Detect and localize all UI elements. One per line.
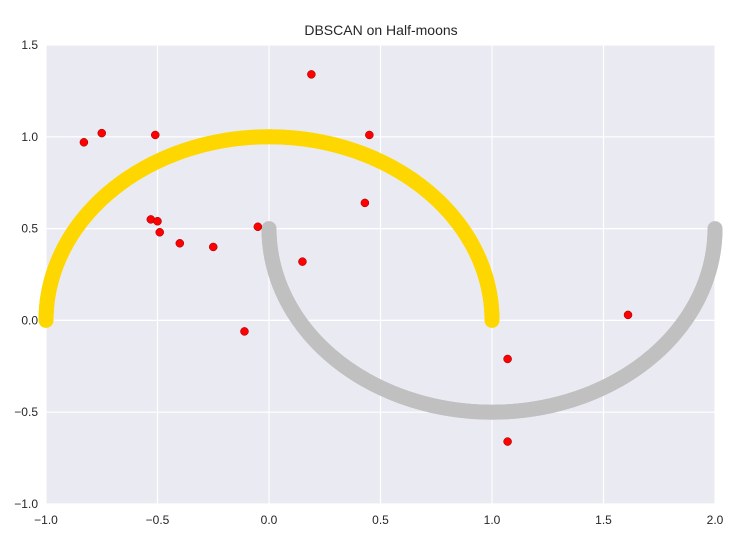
noise-point-0 xyxy=(307,70,316,79)
noise-point-9 xyxy=(175,239,185,248)
noise-point-7 xyxy=(153,217,162,226)
x-tick-label: −0.5 xyxy=(146,513,170,527)
noise-point-14 xyxy=(503,354,512,364)
y-tick-label: −1.0 xyxy=(14,497,38,511)
x-tick-label: 0.0 xyxy=(261,513,278,527)
x-tick-label: 2.0 xyxy=(707,513,724,527)
y-tick-label: 0.0 xyxy=(21,313,38,327)
noise-point-16 xyxy=(503,437,512,446)
noise-point-13 xyxy=(240,327,249,336)
noise-point-8 xyxy=(155,228,164,237)
cluster-1-point xyxy=(707,221,723,237)
x-tick-label: 1.0 xyxy=(484,513,501,527)
noise-point-4 xyxy=(365,130,374,140)
cluster-1-points xyxy=(261,221,723,420)
x-tick-label: 1.5 xyxy=(595,513,612,527)
noise-point-15 xyxy=(623,310,633,320)
x-tick-label: −1.0 xyxy=(34,513,58,527)
y-tick-label: 0.5 xyxy=(21,222,38,236)
cluster-0-points xyxy=(38,129,500,328)
x-axis-ticks: −1.0 −0.5 0.0 0.5 1.0 1.5 2.0 xyxy=(34,513,724,527)
noise-point-5 xyxy=(360,198,370,208)
cluster-points xyxy=(38,129,723,420)
chart-title: DBSCAN on Half-moons xyxy=(304,22,457,38)
noise-point-10 xyxy=(209,242,218,252)
noise-points xyxy=(79,70,633,446)
y-axis-ticks: −1.0 −0.5 0.0 0.5 1.0 1.5 xyxy=(14,38,38,511)
noise-point-12 xyxy=(298,257,307,266)
y-tick-label: −0.5 xyxy=(14,405,38,419)
noise-point-3 xyxy=(151,130,160,140)
y-tick-label: 1.0 xyxy=(21,130,38,144)
noise-point-11 xyxy=(253,222,263,232)
y-tick-label: 1.5 xyxy=(21,38,38,52)
cluster-0-point xyxy=(38,312,54,328)
noise-point-2 xyxy=(79,138,89,147)
x-tick-label: 0.5 xyxy=(372,513,389,527)
noise-point-1 xyxy=(97,128,106,138)
